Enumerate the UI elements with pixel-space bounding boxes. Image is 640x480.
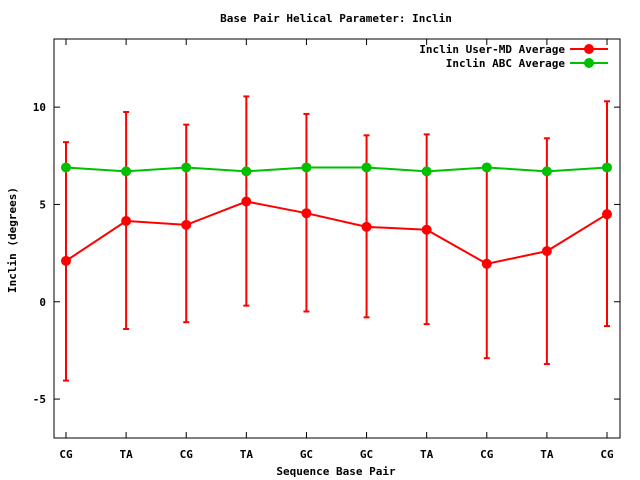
x-axis-label: Sequence Base Pair [276, 465, 396, 478]
x-axis: CG TA CG TA GC GC TA CG TA CG [59, 39, 614, 461]
x-tick-label: GC [300, 448, 313, 461]
y-tick-label: 10 [33, 101, 46, 114]
series-layer [61, 95, 612, 382]
x-tick-label: CG [59, 448, 73, 461]
plot-frame [53, 38, 621, 439]
data-point [121, 215, 132, 226]
data-point [481, 258, 492, 269]
x-tick-label: TA [540, 448, 554, 461]
x-tick-label: CG [480, 448, 494, 461]
series-line [65, 166, 608, 173]
data-point [301, 208, 312, 219]
data-point [541, 166, 552, 177]
series-2 [61, 162, 612, 177]
legend-marker [584, 44, 594, 54]
data-point [421, 166, 432, 177]
data-point [301, 162, 312, 173]
data-point [602, 209, 612, 220]
x-tick-label: CG [180, 448, 194, 461]
series-line [65, 200, 608, 265]
legend-label: Inclin ABC Average [446, 57, 566, 70]
data-point [602, 162, 612, 173]
data-point [61, 162, 71, 173]
x-tick-label: GC [360, 448, 373, 461]
legend-label: Inclin User-MD Average [419, 43, 565, 56]
x-tick-label: TA [119, 448, 133, 461]
x-tick-label: TA [240, 448, 254, 461]
data-point [421, 224, 432, 235]
data-point [121, 166, 132, 177]
data-point [541, 246, 552, 257]
x-tick-label: TA [420, 448, 434, 461]
data-point [481, 162, 492, 173]
y-axis: -5 0 5 10 [33, 101, 620, 406]
data-point [181, 219, 192, 230]
legend-marker [584, 58, 594, 68]
y-tick-label: -5 [33, 393, 46, 406]
series-1 [61, 95, 612, 382]
chart-title: Base Pair Helical Parameter: Inclin [220, 12, 452, 25]
y-tick-label: 0 [39, 296, 46, 309]
data-point [61, 255, 71, 266]
data-point [181, 162, 192, 173]
y-axis-label: Inclin (degrees) [6, 187, 19, 293]
x-tick-label: CG [600, 448, 614, 461]
data-point [241, 166, 252, 177]
y-tick-label: 5 [39, 198, 46, 211]
data-point [361, 162, 372, 173]
data-point [361, 221, 372, 232]
data-point [241, 196, 252, 207]
